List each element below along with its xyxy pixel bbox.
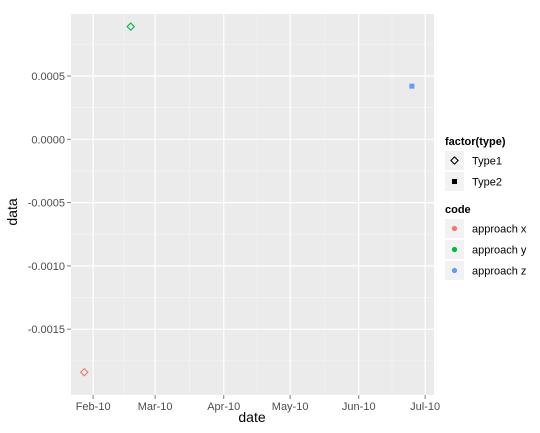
data-point — [126, 22, 136, 32]
gridlines — [71, 14, 434, 395]
y-tick-label: 0.0005 — [31, 71, 65, 83]
legend-label: Type2 — [472, 177, 502, 189]
legend-symbol — [451, 178, 458, 185]
x-axis: Feb-10 Mar-10 Apr-10 May-10 Jun-10 Jul-10 — [76, 395, 440, 413]
data-point — [409, 83, 415, 89]
x-tick-label: Apr-10 — [207, 401, 240, 413]
legend-symbol — [451, 246, 458, 253]
y-tick-label: 0.0000 — [31, 134, 65, 146]
legend-symbol — [451, 225, 458, 232]
x-axis-title: date — [238, 409, 265, 425]
x-tick-label: May-10 — [272, 401, 309, 413]
y-tick-label: -0.0015 — [28, 324, 65, 336]
legend-label: Type1 — [472, 156, 502, 168]
y-tick-label: -0.0005 — [28, 198, 65, 210]
legend-key — [445, 151, 464, 170]
y-axis-title: data — [4, 198, 20, 225]
legend-title: code — [445, 204, 471, 216]
x-tick-label: Mar-10 — [138, 401, 173, 413]
legend-symbol — [450, 156, 459, 165]
legend-title: factor(type) — [445, 136, 506, 148]
legend-label: approach z — [472, 266, 526, 278]
y-tick-label: -0.0010 — [28, 261, 65, 273]
legend-symbol — [451, 267, 458, 274]
y-axis: 0.0005 0.0000 -0.0005 -0.0010 -0.0015 — [28, 71, 71, 336]
plot-panel — [71, 14, 434, 395]
x-tick-label: Feb-10 — [76, 401, 111, 413]
data-point — [79, 367, 89, 377]
legend-label: approach x — [472, 224, 527, 236]
x-tick-label: Jul-10 — [410, 401, 440, 413]
data-points — [79, 22, 415, 377]
x-tick-label: Jun-10 — [342, 401, 376, 413]
legend-label: approach y — [472, 245, 527, 257]
